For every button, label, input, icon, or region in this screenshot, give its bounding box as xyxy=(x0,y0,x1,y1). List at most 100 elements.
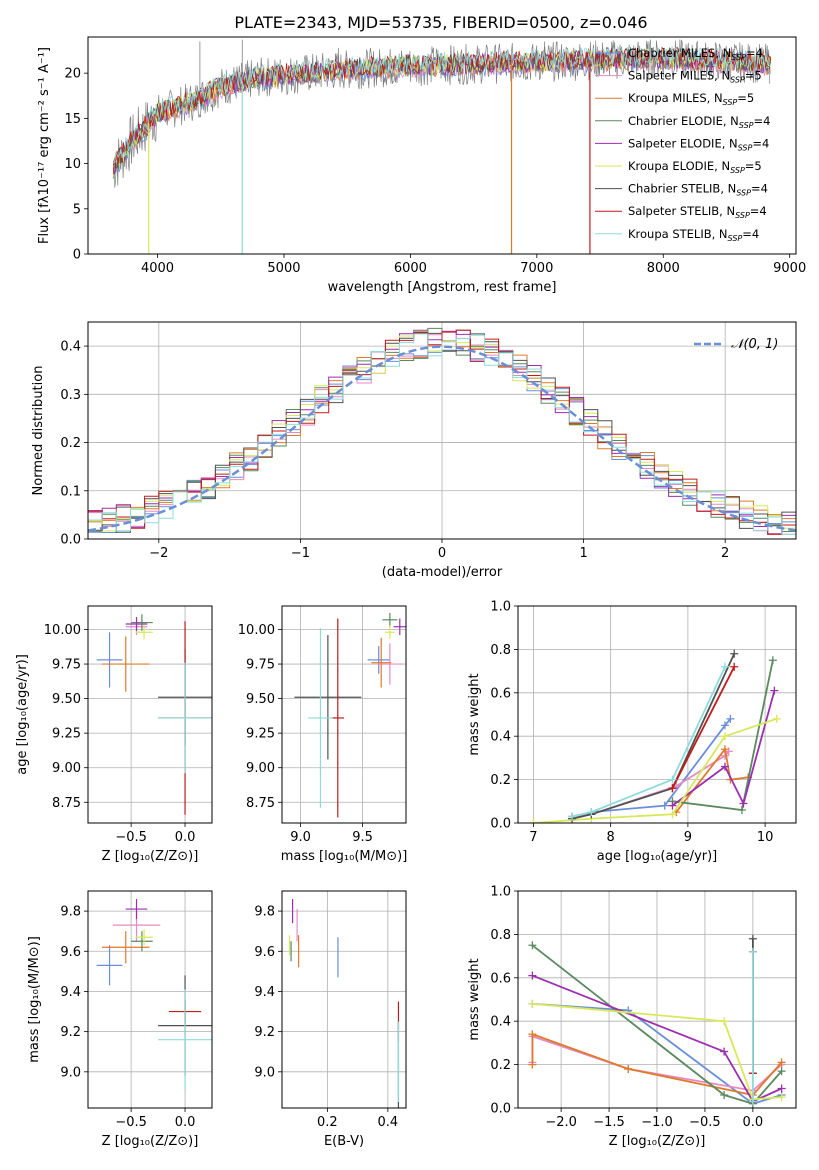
age_vs_Z-panel: −0.5 0.0 8.75 9.00 9.25 9.50 9.75 10.00 Z [log₁₀… xyxy=(15,605,213,864)
y-tick-label: 0.4 xyxy=(490,730,511,745)
y-tick-label: 0.0 xyxy=(490,817,511,832)
normal-curve xyxy=(88,345,796,532)
data-point-marker xyxy=(720,745,729,754)
data-point-marker xyxy=(668,784,677,793)
y-tick-label: 10 xyxy=(64,157,81,172)
x-tick-label: 6000 xyxy=(394,261,427,276)
y-tick-label: 8.75 xyxy=(52,796,81,811)
x-tick-label: 1 xyxy=(579,546,587,561)
axes-frame xyxy=(517,605,797,824)
age_vs_mass-panel: 9.0 9.5 8.75 9.00 9.25 9.50 9.75 10.00 mass [log… xyxy=(238,605,407,864)
mass_vs_Z-panel: −0.5 0.0 9.0 9.2 9.4 9.6 9.8 Z [log₁₀(Z/Z⊙)] mas… xyxy=(27,890,213,1149)
x-tick-label: 10 xyxy=(757,830,774,845)
x-tick-label: −0.5 xyxy=(115,1115,147,1130)
x-tick-label: 0.0 xyxy=(175,1115,196,1130)
data-point-marker xyxy=(720,662,729,671)
y-tick-label: 9.25 xyxy=(52,727,81,742)
legend-entry: Salpeter STELIB, NSSP=4 xyxy=(628,204,767,220)
y-tick-label: 9.8 xyxy=(254,905,275,920)
series-line xyxy=(675,747,749,813)
y-tick-label: 9.2 xyxy=(254,1025,275,1040)
massweight_vs_age-panel: 7 8 9 10 0.0 0.2 0.4 0.6 0.8 1.0 age [log₁₀(age/yr… xyxy=(467,600,797,864)
y-tick-label: 0.1 xyxy=(60,484,81,499)
legend-entry: Salpeter ELODIE, NSSP=4 xyxy=(628,136,769,152)
data-point-marker xyxy=(660,801,669,810)
axes-frame xyxy=(281,605,407,824)
model-spectrum-kroupa-stelib xyxy=(113,45,771,164)
x-tick-label: −2.0 xyxy=(545,1115,577,1130)
x-tick-label: 4000 xyxy=(141,261,174,276)
mass_vs_ebv-panel: 0.2 0.4 9.0 9.2 9.4 9.6 9.8 E(B-V) xyxy=(254,890,407,1149)
data-point-marker xyxy=(720,721,729,730)
data-point-marker xyxy=(737,805,746,814)
y-tick-label: 9.50 xyxy=(52,692,81,707)
spectrum-plot-area xyxy=(112,39,772,254)
age_vs_Z-plot-area xyxy=(96,614,212,815)
y-tick-label: 9.4 xyxy=(60,985,81,1000)
data-point-marker xyxy=(528,999,537,1008)
x-tick-label: 0.0 xyxy=(175,830,196,845)
data-point-marker xyxy=(529,819,538,823)
legend-entry: Chabrier MILES, NSSP=4 xyxy=(628,46,763,62)
data-point-marker xyxy=(748,934,757,943)
legend-entry: Kroupa STELIB, NSSP=4 xyxy=(628,227,759,243)
axes-frame xyxy=(281,890,407,1109)
y-tick-label: 0.2 xyxy=(60,436,81,451)
x-tick-label: 7 xyxy=(529,830,537,845)
series-line xyxy=(671,690,776,807)
age_vs_mass-plot-area xyxy=(294,612,406,818)
spectrum-panel: 4000 5000 6000 7000 8000 9000 0 5 10 15 20 waveleng… xyxy=(37,36,806,295)
y-tick-label: 0.6 xyxy=(490,971,511,986)
x-tick-label: 7000 xyxy=(520,261,553,276)
data-point-marker xyxy=(720,732,729,741)
legend-entry: Kroupa MILES, NSSP=5 xyxy=(628,91,754,107)
y-tick-label: 0.4 xyxy=(490,1015,511,1030)
data-point-marker xyxy=(587,808,596,817)
legend-entry: Chabrier ELODIE, NSSP=4 xyxy=(628,114,770,130)
legend-entry: 𝒩(0, 1) xyxy=(731,337,778,352)
data-point-marker xyxy=(777,1093,786,1102)
axes-frame xyxy=(87,890,213,1109)
y-tick-label: 0.4 xyxy=(60,340,81,355)
y-tick-label: 0.8 xyxy=(490,643,511,658)
series-line xyxy=(671,666,736,789)
x-axis-label: (data-model)/error xyxy=(382,565,503,580)
massweight_vs_age-plot-area xyxy=(529,649,781,823)
series-line xyxy=(571,653,736,820)
massweight_vs_Z-panel: −2.0 −1.5 −1.0 −0.5 0.0 0.0 0.2 0.4 0.6 0.8 1.0 Z [… xyxy=(467,885,797,1149)
data-point-marker xyxy=(668,801,677,810)
y-tick-label: 20 xyxy=(64,67,81,82)
y-tick-label: 10.00 xyxy=(238,623,275,638)
y-axis-label: mass [log₁₀(M/M⊙)] xyxy=(27,936,42,1063)
x-tick-label: 9.0 xyxy=(290,830,311,845)
data-point-marker xyxy=(770,686,779,695)
data-point-marker xyxy=(748,947,757,956)
axes-frame xyxy=(87,605,213,824)
y-tick-label: 0.2 xyxy=(490,1058,511,1073)
data-point-marker xyxy=(720,1047,729,1056)
data-point-marker xyxy=(624,1064,633,1073)
data-point-marker xyxy=(777,1058,786,1067)
y-tick-label: 10.00 xyxy=(44,623,81,638)
data-point-marker xyxy=(720,1090,729,1099)
x-tick-label: −2 xyxy=(149,546,168,561)
y-axis-label: mass weight xyxy=(467,673,482,755)
x-tick-label: 0.4 xyxy=(378,1115,399,1130)
axes-frame xyxy=(517,890,797,1109)
x-tick-label: −1 xyxy=(291,546,310,561)
data-point-marker xyxy=(768,656,777,665)
x-axis-label: Z [log₁₀(Z/Z⊙)] xyxy=(102,1134,199,1149)
y-tick-label: 9.75 xyxy=(246,658,275,673)
data-point-marker xyxy=(772,714,781,723)
y-tick-label: 9.75 xyxy=(52,658,81,673)
y-axis-label: Normed distribution xyxy=(31,366,46,496)
data-point-marker xyxy=(777,1084,786,1093)
y-tick-label: 15 xyxy=(64,112,81,127)
x-tick-label: −1.5 xyxy=(593,1115,625,1130)
legend-entry: Salpeter MILES, NSSP=5 xyxy=(628,69,762,85)
data-point-marker xyxy=(528,941,537,950)
y-tick-label: 0.0 xyxy=(60,533,81,548)
x-tick-label: 9000 xyxy=(773,261,806,276)
x-tick-label: 2 xyxy=(721,546,729,561)
